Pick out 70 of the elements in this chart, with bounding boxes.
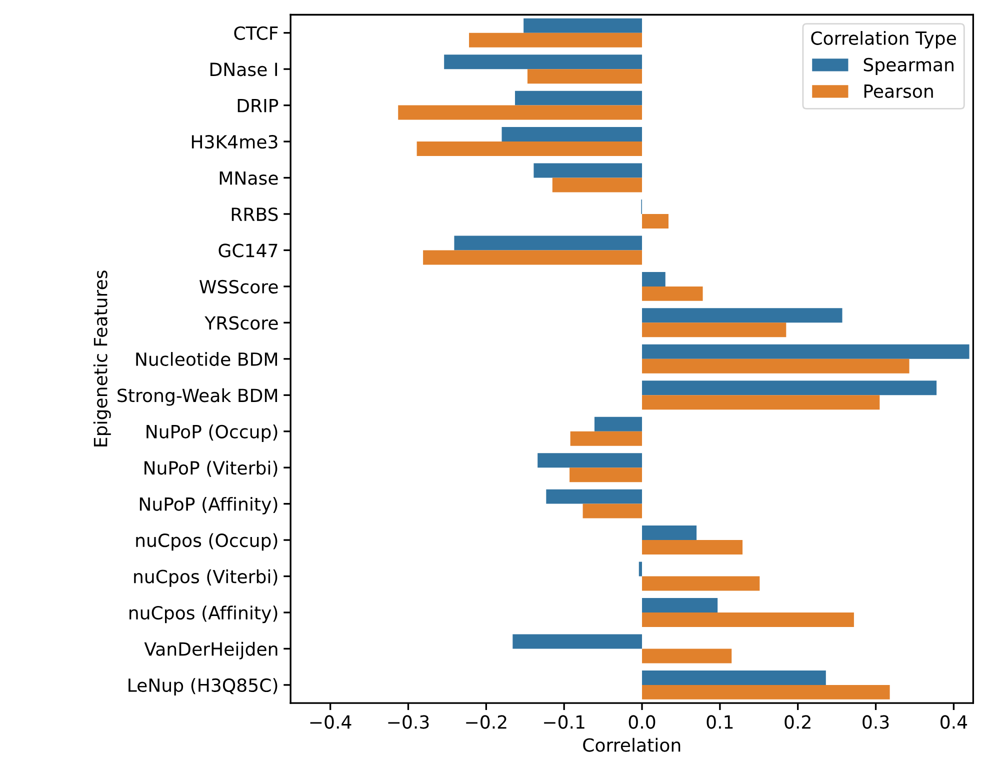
bar bbox=[638, 562, 642, 576]
y-tick-label: nuCpos (Occup) bbox=[136, 533, 278, 551]
bar bbox=[524, 18, 642, 33]
bar bbox=[642, 540, 743, 555]
bar bbox=[642, 380, 937, 396]
bar bbox=[444, 54, 642, 70]
legend-label: Pearson bbox=[864, 84, 933, 98]
bar bbox=[423, 250, 642, 265]
bar bbox=[642, 612, 854, 627]
y-tick-label: GC147 bbox=[218, 244, 278, 258]
y-tick-label: DRIP bbox=[238, 99, 278, 112]
bar bbox=[469, 32, 642, 48]
y-tick-label: nuCpos (Affinity) bbox=[130, 606, 278, 624]
x-tick-label: 0.1 bbox=[706, 715, 733, 729]
bar bbox=[642, 395, 880, 410]
bar bbox=[642, 358, 910, 374]
bar bbox=[642, 214, 668, 228]
bar bbox=[570, 468, 642, 482]
y-tick-label: nuCpos (Viterbi) bbox=[134, 569, 278, 587]
y-tick-label: VanDerHeijden bbox=[144, 642, 278, 660]
bar bbox=[642, 272, 666, 286]
x-tick-label: 0.0 bbox=[628, 715, 656, 729]
bar bbox=[642, 322, 786, 338]
bar bbox=[642, 648, 732, 664]
bar bbox=[642, 670, 826, 685]
bar bbox=[512, 634, 642, 649]
bar bbox=[398, 105, 642, 120]
y-tick-label: CTCF bbox=[234, 26, 278, 40]
y-tick-label: YRScore bbox=[204, 316, 278, 330]
x-axis-title: Correlation bbox=[583, 738, 680, 752]
y-tick-label: H3K4me3 bbox=[192, 134, 278, 149]
bar bbox=[642, 576, 760, 591]
x-tick-label: 0.4 bbox=[940, 715, 968, 729]
bar bbox=[642, 286, 703, 301]
bar bbox=[642, 526, 697, 540]
bar bbox=[546, 489, 642, 504]
bar bbox=[582, 504, 642, 518]
bar bbox=[594, 416, 642, 432]
y-tick-label: NuPoP (Affinity) bbox=[140, 496, 278, 514]
x-tick-label: 0.2 bbox=[784, 715, 810, 729]
bar bbox=[552, 178, 642, 192]
bar bbox=[514, 90, 642, 106]
legend-label: Spearman bbox=[864, 58, 954, 75]
y-tick-label: LeNup (H3Q85C) bbox=[128, 678, 278, 696]
bar bbox=[538, 453, 642, 468]
y-tick-label: WSScore bbox=[199, 280, 278, 294]
bar bbox=[416, 142, 642, 156]
bar bbox=[642, 344, 970, 359]
legend-title: Correlation Type bbox=[811, 30, 956, 48]
bar bbox=[570, 431, 642, 446]
x-tick-label: 0.3 bbox=[862, 715, 889, 729]
x-tick-label: −0.1 bbox=[544, 715, 584, 729]
x-tick-label: −0.2 bbox=[466, 715, 506, 729]
bar bbox=[454, 236, 642, 250]
bar bbox=[642, 598, 718, 612]
bar bbox=[642, 684, 890, 700]
bar bbox=[642, 308, 842, 323]
y-tick-label: DNase I bbox=[210, 62, 277, 76]
bar bbox=[502, 127, 642, 142]
x-tick-label: −0.4 bbox=[310, 715, 352, 729]
y-tick-label: NuPoP (Viterbi) bbox=[144, 460, 278, 477]
y-tick-label: Strong-Weak BDM bbox=[118, 388, 278, 406]
y-tick-label: MNase bbox=[220, 171, 278, 185]
y-tick-label: RRBS bbox=[232, 207, 278, 222]
bar bbox=[534, 163, 642, 178]
x-tick-label: −0.3 bbox=[388, 715, 429, 729]
y-axis-title: Epigenetic Features bbox=[93, 270, 111, 446]
y-tick-label: Nucleotide BDM bbox=[136, 352, 277, 366]
bar bbox=[527, 69, 642, 84]
y-tick-label: NuPoP (Occup) bbox=[146, 424, 278, 442]
